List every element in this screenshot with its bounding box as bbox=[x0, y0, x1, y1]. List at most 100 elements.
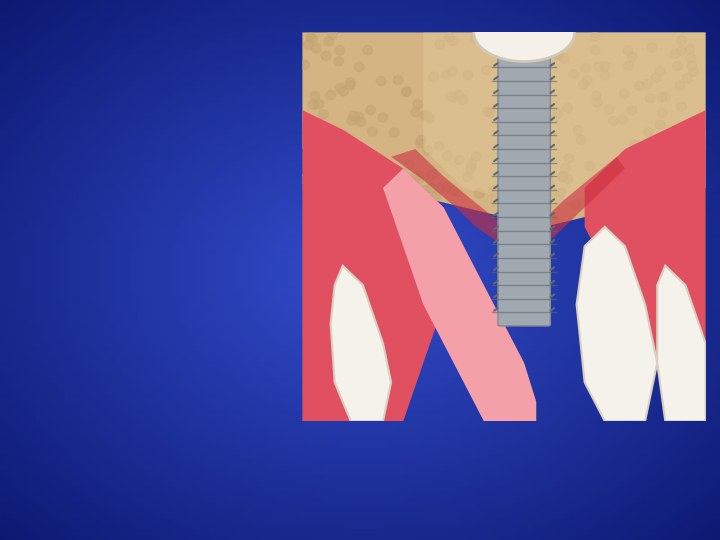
FancyArrowPatch shape bbox=[494, 308, 498, 310]
Circle shape bbox=[675, 81, 685, 90]
Circle shape bbox=[346, 78, 356, 87]
FancyArrowPatch shape bbox=[551, 77, 554, 79]
Circle shape bbox=[592, 91, 601, 100]
FancyArrowPatch shape bbox=[494, 240, 498, 242]
Circle shape bbox=[551, 49, 561, 58]
Circle shape bbox=[657, 144, 666, 153]
Circle shape bbox=[363, 45, 372, 55]
Circle shape bbox=[627, 52, 637, 62]
Circle shape bbox=[393, 75, 403, 85]
Circle shape bbox=[367, 127, 377, 136]
Circle shape bbox=[411, 172, 421, 181]
Circle shape bbox=[402, 87, 411, 97]
Circle shape bbox=[470, 33, 480, 43]
FancyArrowPatch shape bbox=[551, 199, 554, 202]
Circle shape bbox=[474, 189, 485, 198]
Circle shape bbox=[685, 44, 695, 53]
Circle shape bbox=[318, 110, 328, 119]
FancyArrowPatch shape bbox=[494, 213, 498, 215]
Circle shape bbox=[443, 151, 452, 161]
Circle shape bbox=[448, 67, 457, 76]
FancyArrowPatch shape bbox=[551, 158, 554, 161]
FancyArrowPatch shape bbox=[494, 77, 498, 79]
Circle shape bbox=[485, 108, 495, 117]
Circle shape bbox=[500, 53, 510, 62]
Circle shape bbox=[563, 103, 572, 113]
FancyArrowPatch shape bbox=[494, 281, 498, 284]
Circle shape bbox=[300, 174, 310, 184]
Circle shape bbox=[528, 186, 537, 195]
FancyArrowPatch shape bbox=[494, 104, 498, 106]
Circle shape bbox=[600, 71, 610, 80]
Circle shape bbox=[426, 184, 436, 193]
Circle shape bbox=[580, 64, 590, 73]
FancyArrowPatch shape bbox=[494, 294, 498, 297]
Circle shape bbox=[346, 144, 356, 153]
Text: complex: complex bbox=[129, 481, 294, 510]
Circle shape bbox=[304, 40, 313, 50]
Circle shape bbox=[462, 172, 472, 181]
Circle shape bbox=[354, 62, 364, 72]
Circle shape bbox=[429, 72, 438, 82]
Circle shape bbox=[472, 152, 482, 161]
FancyArrowPatch shape bbox=[494, 118, 498, 120]
Circle shape bbox=[544, 114, 553, 124]
Circle shape bbox=[303, 183, 313, 192]
Circle shape bbox=[594, 62, 603, 71]
Circle shape bbox=[300, 60, 310, 69]
Circle shape bbox=[690, 134, 700, 143]
Circle shape bbox=[678, 135, 687, 145]
Ellipse shape bbox=[474, 3, 575, 62]
Circle shape bbox=[686, 53, 696, 63]
Text: Normal: Normal bbox=[129, 283, 253, 312]
Circle shape bbox=[441, 70, 451, 79]
Circle shape bbox=[604, 105, 614, 114]
Circle shape bbox=[489, 186, 498, 195]
Polygon shape bbox=[585, 110, 706, 421]
Circle shape bbox=[371, 171, 381, 180]
Circle shape bbox=[647, 43, 657, 52]
Circle shape bbox=[518, 170, 528, 180]
Circle shape bbox=[316, 195, 325, 205]
FancyArrowPatch shape bbox=[494, 267, 498, 270]
Polygon shape bbox=[577, 227, 657, 421]
Circle shape bbox=[504, 163, 513, 172]
Circle shape bbox=[354, 112, 364, 122]
Circle shape bbox=[338, 86, 348, 96]
Circle shape bbox=[348, 111, 359, 120]
Text: emergence profile: emergence profile bbox=[129, 319, 464, 348]
Circle shape bbox=[685, 159, 696, 168]
Circle shape bbox=[641, 147, 650, 157]
FancyArrowPatch shape bbox=[551, 186, 554, 188]
Circle shape bbox=[446, 92, 456, 102]
Text: soft tissue: soft tissue bbox=[129, 446, 332, 474]
Circle shape bbox=[593, 98, 603, 107]
Circle shape bbox=[697, 131, 706, 140]
Circle shape bbox=[467, 159, 477, 168]
FancyArrowPatch shape bbox=[551, 118, 554, 120]
Circle shape bbox=[334, 57, 343, 66]
Circle shape bbox=[427, 170, 436, 179]
Circle shape bbox=[312, 44, 321, 53]
FancyBboxPatch shape bbox=[498, 50, 550, 326]
Circle shape bbox=[655, 120, 665, 130]
Circle shape bbox=[463, 71, 473, 80]
Circle shape bbox=[449, 93, 459, 103]
Circle shape bbox=[563, 174, 573, 184]
Circle shape bbox=[667, 138, 676, 147]
Circle shape bbox=[449, 36, 458, 46]
Circle shape bbox=[683, 73, 692, 83]
Circle shape bbox=[336, 83, 346, 92]
Circle shape bbox=[505, 146, 516, 156]
Circle shape bbox=[619, 89, 629, 98]
Circle shape bbox=[546, 30, 555, 39]
Polygon shape bbox=[391, 149, 625, 258]
Circle shape bbox=[326, 147, 336, 156]
Circle shape bbox=[336, 138, 345, 148]
Circle shape bbox=[542, 201, 552, 211]
Circle shape bbox=[678, 146, 688, 156]
Circle shape bbox=[543, 173, 552, 182]
Circle shape bbox=[531, 197, 541, 206]
Circle shape bbox=[590, 46, 600, 55]
FancyArrowPatch shape bbox=[551, 172, 554, 174]
